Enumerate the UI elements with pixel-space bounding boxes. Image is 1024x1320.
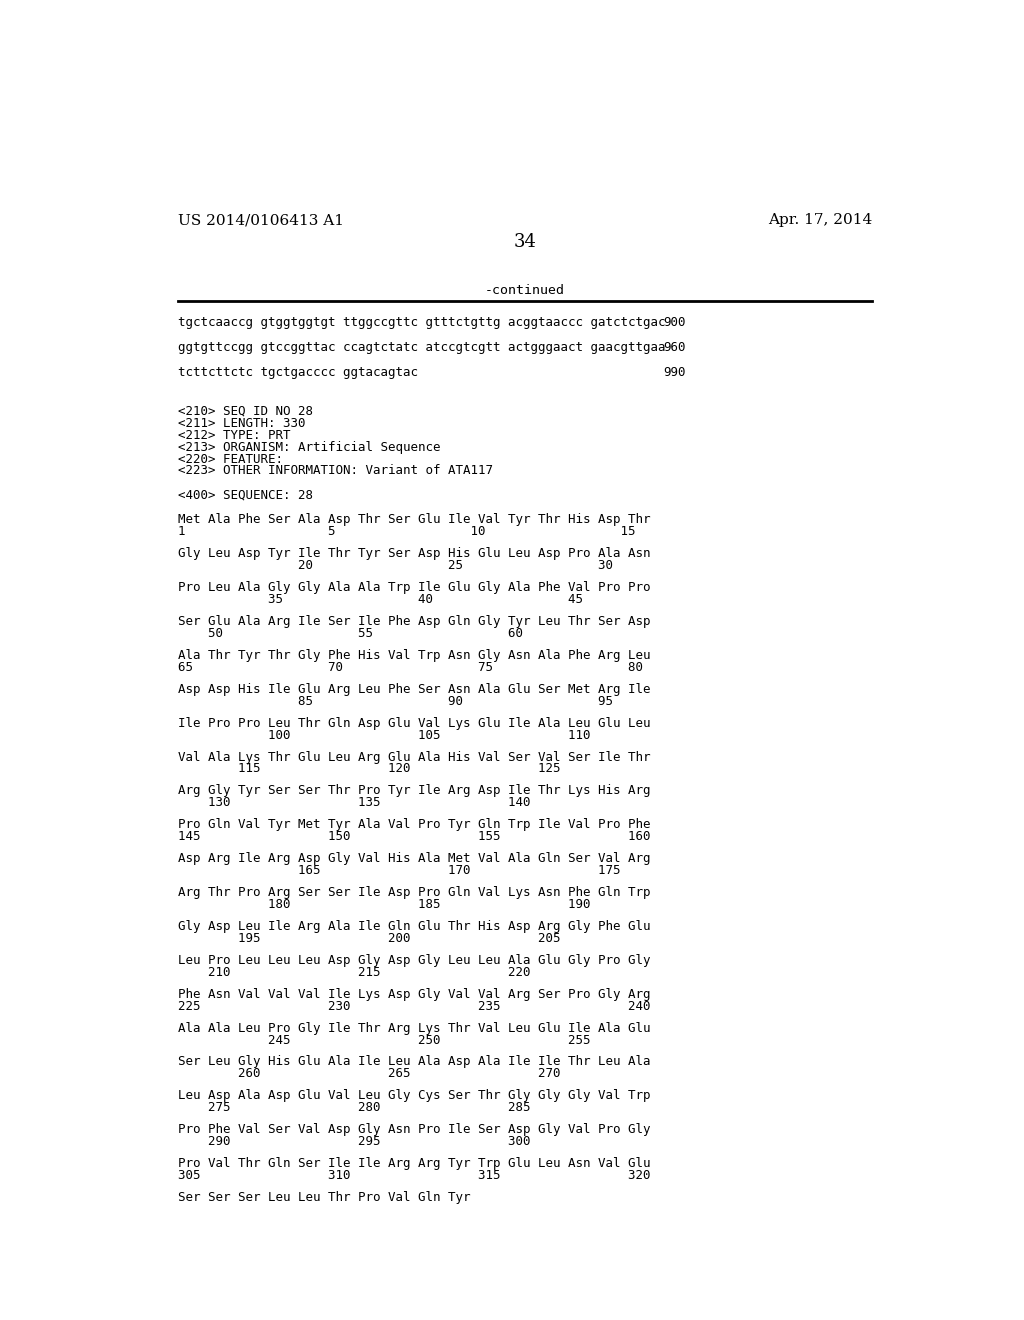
Text: 225                 230                 235                 240: 225 230 235 240	[178, 999, 651, 1012]
Text: 990: 990	[663, 366, 685, 379]
Text: 115                 120                 125: 115 120 125	[178, 763, 561, 775]
Text: Pro Leu Ala Gly Gly Ala Ala Trp Ile Glu Gly Ala Phe Val Pro Pro: Pro Leu Ala Gly Gly Ala Ala Trp Ile Glu …	[178, 581, 651, 594]
Text: <213> ORGANISM: Artificial Sequence: <213> ORGANISM: Artificial Sequence	[178, 441, 441, 454]
Text: 130                 135                 140: 130 135 140	[178, 796, 530, 809]
Text: 290                 295                 300: 290 295 300	[178, 1135, 530, 1148]
Text: Pro Phe Val Ser Val Asp Gly Asn Pro Ile Ser Asp Gly Val Pro Gly: Pro Phe Val Ser Val Asp Gly Asn Pro Ile …	[178, 1123, 651, 1137]
Text: Gly Leu Asp Tyr Ile Thr Tyr Ser Asp His Glu Leu Asp Pro Ala Asn: Gly Leu Asp Tyr Ile Thr Tyr Ser Asp His …	[178, 548, 651, 560]
Text: ggtgttccgg gtccggttac ccagtctatc atccgtcgtt actgggaact gaacgttgaa: ggtgttccgg gtccggttac ccagtctatc atccgtc…	[178, 341, 666, 354]
Text: 245                 250                 255: 245 250 255	[178, 1034, 591, 1047]
Text: Arg Thr Pro Arg Ser Ser Ile Asp Pro Gln Val Lys Asn Phe Gln Trp: Arg Thr Pro Arg Ser Ser Ile Asp Pro Gln …	[178, 886, 651, 899]
Text: Val Ala Lys Thr Glu Leu Arg Glu Ala His Val Ser Val Ser Ile Thr: Val Ala Lys Thr Glu Leu Arg Glu Ala His …	[178, 751, 651, 763]
Text: 100                 105                 110: 100 105 110	[178, 729, 591, 742]
Text: Ser Ser Ser Leu Leu Thr Pro Val Gln Tyr: Ser Ser Ser Leu Leu Thr Pro Val Gln Tyr	[178, 1191, 471, 1204]
Text: Ser Leu Gly His Glu Ala Ile Leu Ala Asp Ala Ile Ile Thr Leu Ala: Ser Leu Gly His Glu Ala Ile Leu Ala Asp …	[178, 1056, 651, 1068]
Text: 50                  55                  60: 50 55 60	[178, 627, 523, 640]
Text: 1                   5                  10                  15: 1 5 10 15	[178, 525, 636, 539]
Text: Ser Glu Ala Arg Ile Ser Ile Phe Asp Gln Gly Tyr Leu Thr Ser Asp: Ser Glu Ala Arg Ile Ser Ile Phe Asp Gln …	[178, 615, 651, 628]
Text: 960: 960	[663, 341, 685, 354]
Text: Asp Arg Ile Arg Asp Gly Val His Ala Met Val Ala Gln Ser Val Arg: Asp Arg Ile Arg Asp Gly Val His Ala Met …	[178, 853, 651, 865]
Text: 210                 215                 220: 210 215 220	[178, 966, 530, 978]
Text: 34: 34	[513, 232, 537, 251]
Text: Ile Pro Pro Leu Thr Gln Asp Glu Val Lys Glu Ile Ala Leu Glu Leu: Ile Pro Pro Leu Thr Gln Asp Glu Val Lys …	[178, 717, 651, 730]
Text: US 2014/0106413 A1: US 2014/0106413 A1	[178, 213, 344, 227]
Text: Apr. 17, 2014: Apr. 17, 2014	[768, 213, 872, 227]
Text: 165                 170                 175: 165 170 175	[178, 865, 621, 876]
Text: 65                  70                  75                  80: 65 70 75 80	[178, 661, 643, 673]
Text: 35                  40                  45: 35 40 45	[178, 593, 584, 606]
Text: 900: 900	[663, 317, 685, 329]
Text: 195                 200                 205: 195 200 205	[178, 932, 561, 945]
Text: Leu Asp Ala Asp Glu Val Leu Gly Cys Ser Thr Gly Gly Gly Val Trp: Leu Asp Ala Asp Glu Val Leu Gly Cys Ser …	[178, 1089, 651, 1102]
Text: Met Ala Phe Ser Ala Asp Thr Ser Glu Ile Val Tyr Thr His Asp Thr: Met Ala Phe Ser Ala Asp Thr Ser Glu Ile …	[178, 513, 651, 527]
Text: Gly Asp Leu Ile Arg Ala Ile Gln Glu Thr His Asp Arg Gly Phe Glu: Gly Asp Leu Ile Arg Ala Ile Gln Glu Thr …	[178, 920, 651, 933]
Text: tcttcttctc tgctgacccc ggtacagtac: tcttcttctc tgctgacccc ggtacagtac	[178, 366, 419, 379]
Text: 180                 185                 190: 180 185 190	[178, 898, 591, 911]
Text: 305                 310                 315                 320: 305 310 315 320	[178, 1170, 651, 1181]
Text: Phe Asn Val Val Val Ile Lys Asp Gly Val Val Arg Ser Pro Gly Arg: Phe Asn Val Val Val Ile Lys Asp Gly Val …	[178, 987, 651, 1001]
Text: 275                 280                 285: 275 280 285	[178, 1101, 530, 1114]
Text: Ala Thr Tyr Thr Gly Phe His Val Trp Asn Gly Asn Ala Phe Arg Leu: Ala Thr Tyr Thr Gly Phe His Val Trp Asn …	[178, 649, 651, 661]
Text: Arg Gly Tyr Ser Ser Thr Pro Tyr Ile Arg Asp Ile Thr Lys His Arg: Arg Gly Tyr Ser Ser Thr Pro Tyr Ile Arg …	[178, 784, 651, 797]
Text: <210> SEQ ID NO 28: <210> SEQ ID NO 28	[178, 405, 313, 418]
Text: <220> FEATURE:: <220> FEATURE:	[178, 453, 284, 466]
Text: Ala Ala Leu Pro Gly Ile Thr Arg Lys Thr Val Leu Glu Ile Ala Glu: Ala Ala Leu Pro Gly Ile Thr Arg Lys Thr …	[178, 1022, 651, 1035]
Text: 260                 265                 270: 260 265 270	[178, 1068, 561, 1080]
Text: <400> SEQUENCE: 28: <400> SEQUENCE: 28	[178, 488, 313, 502]
Text: Pro Gln Val Tyr Met Tyr Ala Val Pro Tyr Gln Trp Ile Val Pro Phe: Pro Gln Val Tyr Met Tyr Ala Val Pro Tyr …	[178, 818, 651, 832]
Text: 20                  25                  30: 20 25 30	[178, 560, 613, 572]
Text: 85                  90                  95: 85 90 95	[178, 694, 613, 708]
Text: Asp Asp His Ile Glu Arg Leu Phe Ser Asn Ala Glu Ser Met Arg Ile: Asp Asp His Ile Glu Arg Leu Phe Ser Asn …	[178, 682, 651, 696]
Text: Leu Pro Leu Leu Leu Asp Gly Asp Gly Leu Leu Ala Glu Gly Pro Gly: Leu Pro Leu Leu Leu Asp Gly Asp Gly Leu …	[178, 954, 651, 966]
Text: <223> OTHER INFORMATION: Variant of ATA117: <223> OTHER INFORMATION: Variant of ATA1…	[178, 465, 494, 478]
Text: <212> TYPE: PRT: <212> TYPE: PRT	[178, 429, 291, 442]
Text: tgctcaaccg gtggtggtgt ttggccgttc gtttctgttg acggtaaccc gatctctgac: tgctcaaccg gtggtggtgt ttggccgttc gtttctg…	[178, 317, 666, 329]
Text: <211> LENGTH: 330: <211> LENGTH: 330	[178, 417, 306, 430]
Text: 145                 150                 155                 160: 145 150 155 160	[178, 830, 651, 843]
Text: Pro Val Thr Gln Ser Ile Ile Arg Arg Tyr Trp Glu Leu Asn Val Glu: Pro Val Thr Gln Ser Ile Ile Arg Arg Tyr …	[178, 1158, 651, 1170]
Text: -continued: -continued	[484, 284, 565, 297]
